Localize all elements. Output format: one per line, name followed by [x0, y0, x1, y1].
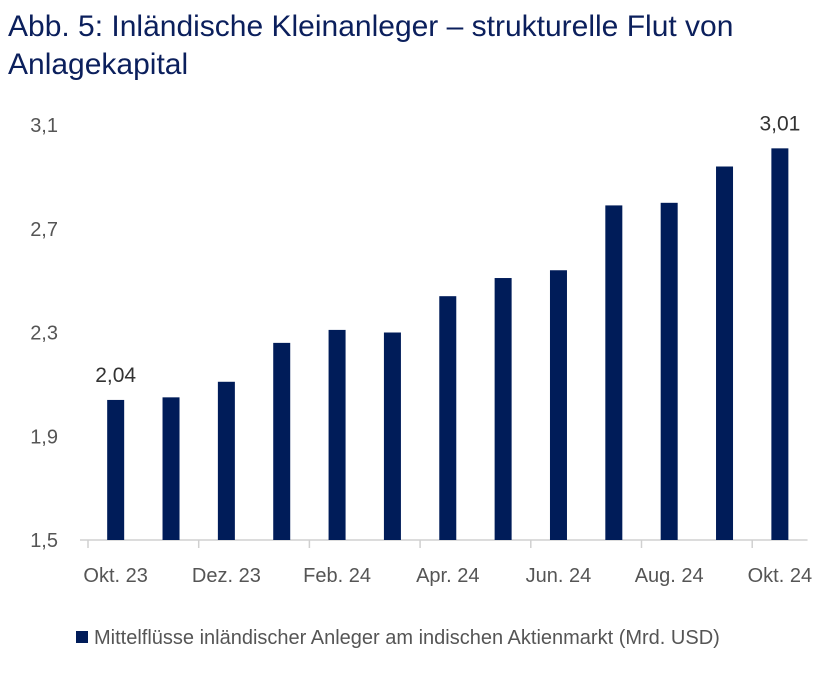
y-tick-label: 1,9: [30, 426, 58, 448]
bar-Jan. 24: [273, 342, 291, 540]
legend: Mittelflüsse inländischer Anleger am ind…: [76, 624, 796, 652]
bar-Okt. 24: [771, 148, 789, 540]
y-tick-label: 2,7: [30, 219, 58, 241]
y-tick-label: 3,1: [30, 115, 58, 137]
bar-Sep. 24: [716, 166, 734, 540]
bar-Mär. 24: [383, 332, 401, 540]
chart-title: Abb. 5: Inländische Kleinanleger – struk…: [8, 10, 734, 81]
x-tick-label: Okt. 23: [83, 565, 147, 587]
bar-Mai 24: [494, 278, 512, 540]
bar-Aug. 24: [660, 202, 678, 540]
x-tick-label: Feb. 24: [303, 565, 371, 587]
x-tick-label: Aug. 24: [635, 565, 704, 587]
legend-label: Mittelflüsse inländischer Anleger am ind…: [94, 627, 720, 649]
y-tick-label: 2,3: [30, 323, 58, 345]
y-tick-label: 1,5: [30, 530, 58, 552]
x-tick-label: Jun. 24: [526, 565, 592, 587]
bar-Okt. 23: [107, 399, 125, 540]
bar-Apr. 24: [439, 296, 457, 540]
bar-Jun. 24: [549, 270, 567, 540]
data-label: 3,01: [759, 112, 800, 135]
bar-Jul. 24: [605, 205, 623, 540]
x-tick-label: Apr. 24: [416, 565, 479, 587]
x-tick-label: Okt. 24: [748, 565, 812, 587]
data-label: 2,04: [95, 364, 136, 387]
legend-swatch: [76, 631, 88, 643]
bar-Dez. 23: [217, 381, 235, 540]
x-tick-label: Dez. 23: [192, 565, 261, 587]
bar-Feb. 24: [328, 329, 346, 540]
bar-Nov. 23: [162, 397, 180, 540]
